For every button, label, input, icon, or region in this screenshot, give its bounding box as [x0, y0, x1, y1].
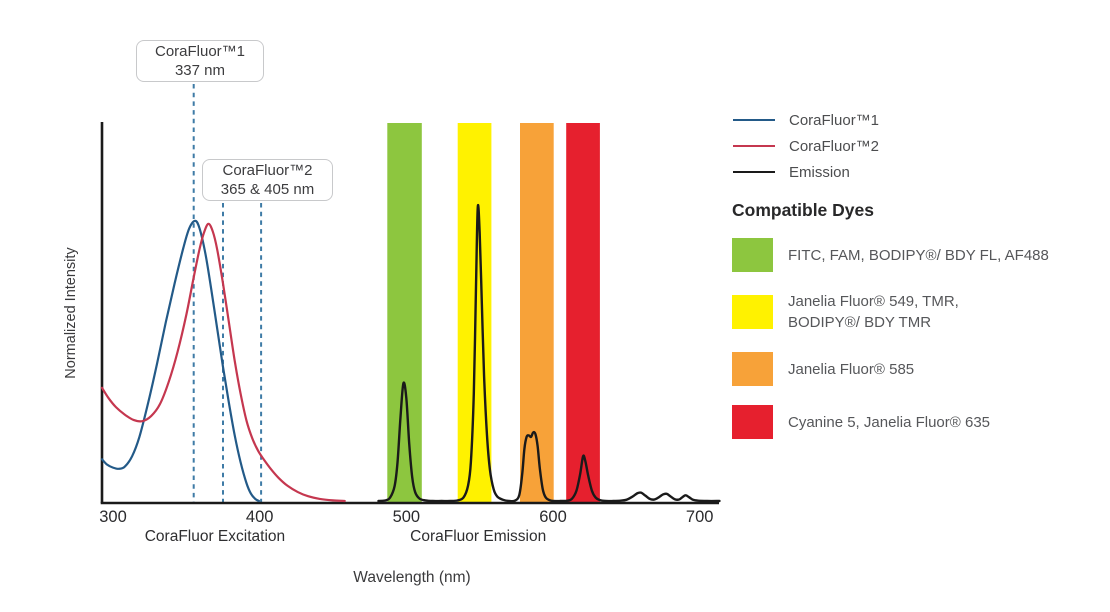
x-tick-label-700: 700: [686, 508, 714, 526]
legend-label-emission: Emission: [789, 163, 850, 181]
legend-item-corafluor2: CoraFluor™2: [733, 133, 879, 159]
compatible-dyes-heading: Compatible Dyes: [732, 200, 874, 220]
emission-curve: [377, 204, 721, 503]
dye-row-red: Cyanine 5, Janelia Fluor® 635: [732, 405, 1110, 439]
callout-corafluor1-title: CoraFluor™1: [154, 43, 246, 60]
dye-label-orange: Janelia Fluor® 585: [788, 360, 915, 378]
dye-row-green: FITC, FAM, BODIPY®/ BDY FL, AF488: [732, 238, 1110, 272]
band-red: [566, 123, 600, 503]
dye-label-red: Cyanine 5, Janelia Fluor® 635: [788, 413, 991, 431]
legend-label-corafluor2: CoraFluor™2: [789, 137, 880, 155]
callout-corafluor1-value: 337 nm: [174, 62, 226, 79]
x-axis-title: Wavelength (nm): [353, 569, 470, 586]
legend-item-corafluor1: CoraFluor™1: [733, 107, 879, 133]
legend-line-corafluor1-icon: [733, 119, 775, 121]
x-axis-sublabel-excitation: CoraFluor Excitation: [145, 528, 285, 545]
dye-swatch-orange: [732, 352, 773, 386]
dye-label-green: FITC, FAM, BODIPY®/ BDY FL, AF488: [788, 246, 1049, 264]
band-green: [387, 123, 422, 503]
x-tick-label-600: 600: [539, 508, 567, 526]
chart-legend: CoraFluor™1 CoraFluor™2 Emission: [733, 107, 879, 185]
callout-corafluor1: CoraFluor™1 337 nm: [136, 40, 264, 82]
dye-row-orange: Janelia Fluor® 585: [732, 352, 1110, 386]
dye-swatch-green: [732, 238, 773, 272]
callout-corafluor2: CoraFluor™2 365 & 405 nm: [202, 159, 333, 201]
excitation-curve-corafluor2: [100, 222, 346, 503]
legend-label-corafluor1: CoraFluor™1: [789, 111, 880, 129]
dye-label-yellow: Janelia Fluor® 549, TMR, BODIPY®/ BDY TM…: [788, 293, 959, 331]
callout-corafluor2-title: CoraFluor™2: [222, 162, 313, 179]
x-axis-sublabel-emission: CoraFluor Emission: [410, 528, 546, 545]
compatible-dyes-panel: Compatible Dyes FITC, FAM, BODIPY®/ BDY …: [732, 199, 1110, 458]
excitation-curve-corafluor1: [100, 219, 261, 503]
callout-corafluor2-value: 365 & 405 nm: [220, 181, 315, 198]
dye-row-yellow: Janelia Fluor® 549, TMR, BODIPY®/ BDY TM…: [732, 291, 1110, 333]
legend-line-emission-icon: [733, 171, 775, 173]
legend-item-emission: Emission: [733, 159, 879, 185]
x-tick-label-400: 400: [246, 508, 274, 526]
dye-swatch-red: [732, 405, 773, 439]
legend-line-corafluor2-icon: [733, 145, 775, 147]
dye-swatch-yellow: [732, 295, 773, 329]
x-tick-label-300: 300: [99, 508, 127, 526]
spectra-chart: 300 400 500 600 700 CoraFluor Excitation CoraF…: [63, 84, 721, 586]
x-tick-label-500: 500: [393, 508, 421, 526]
y-axis-title: Normalized Intensity: [63, 247, 79, 379]
